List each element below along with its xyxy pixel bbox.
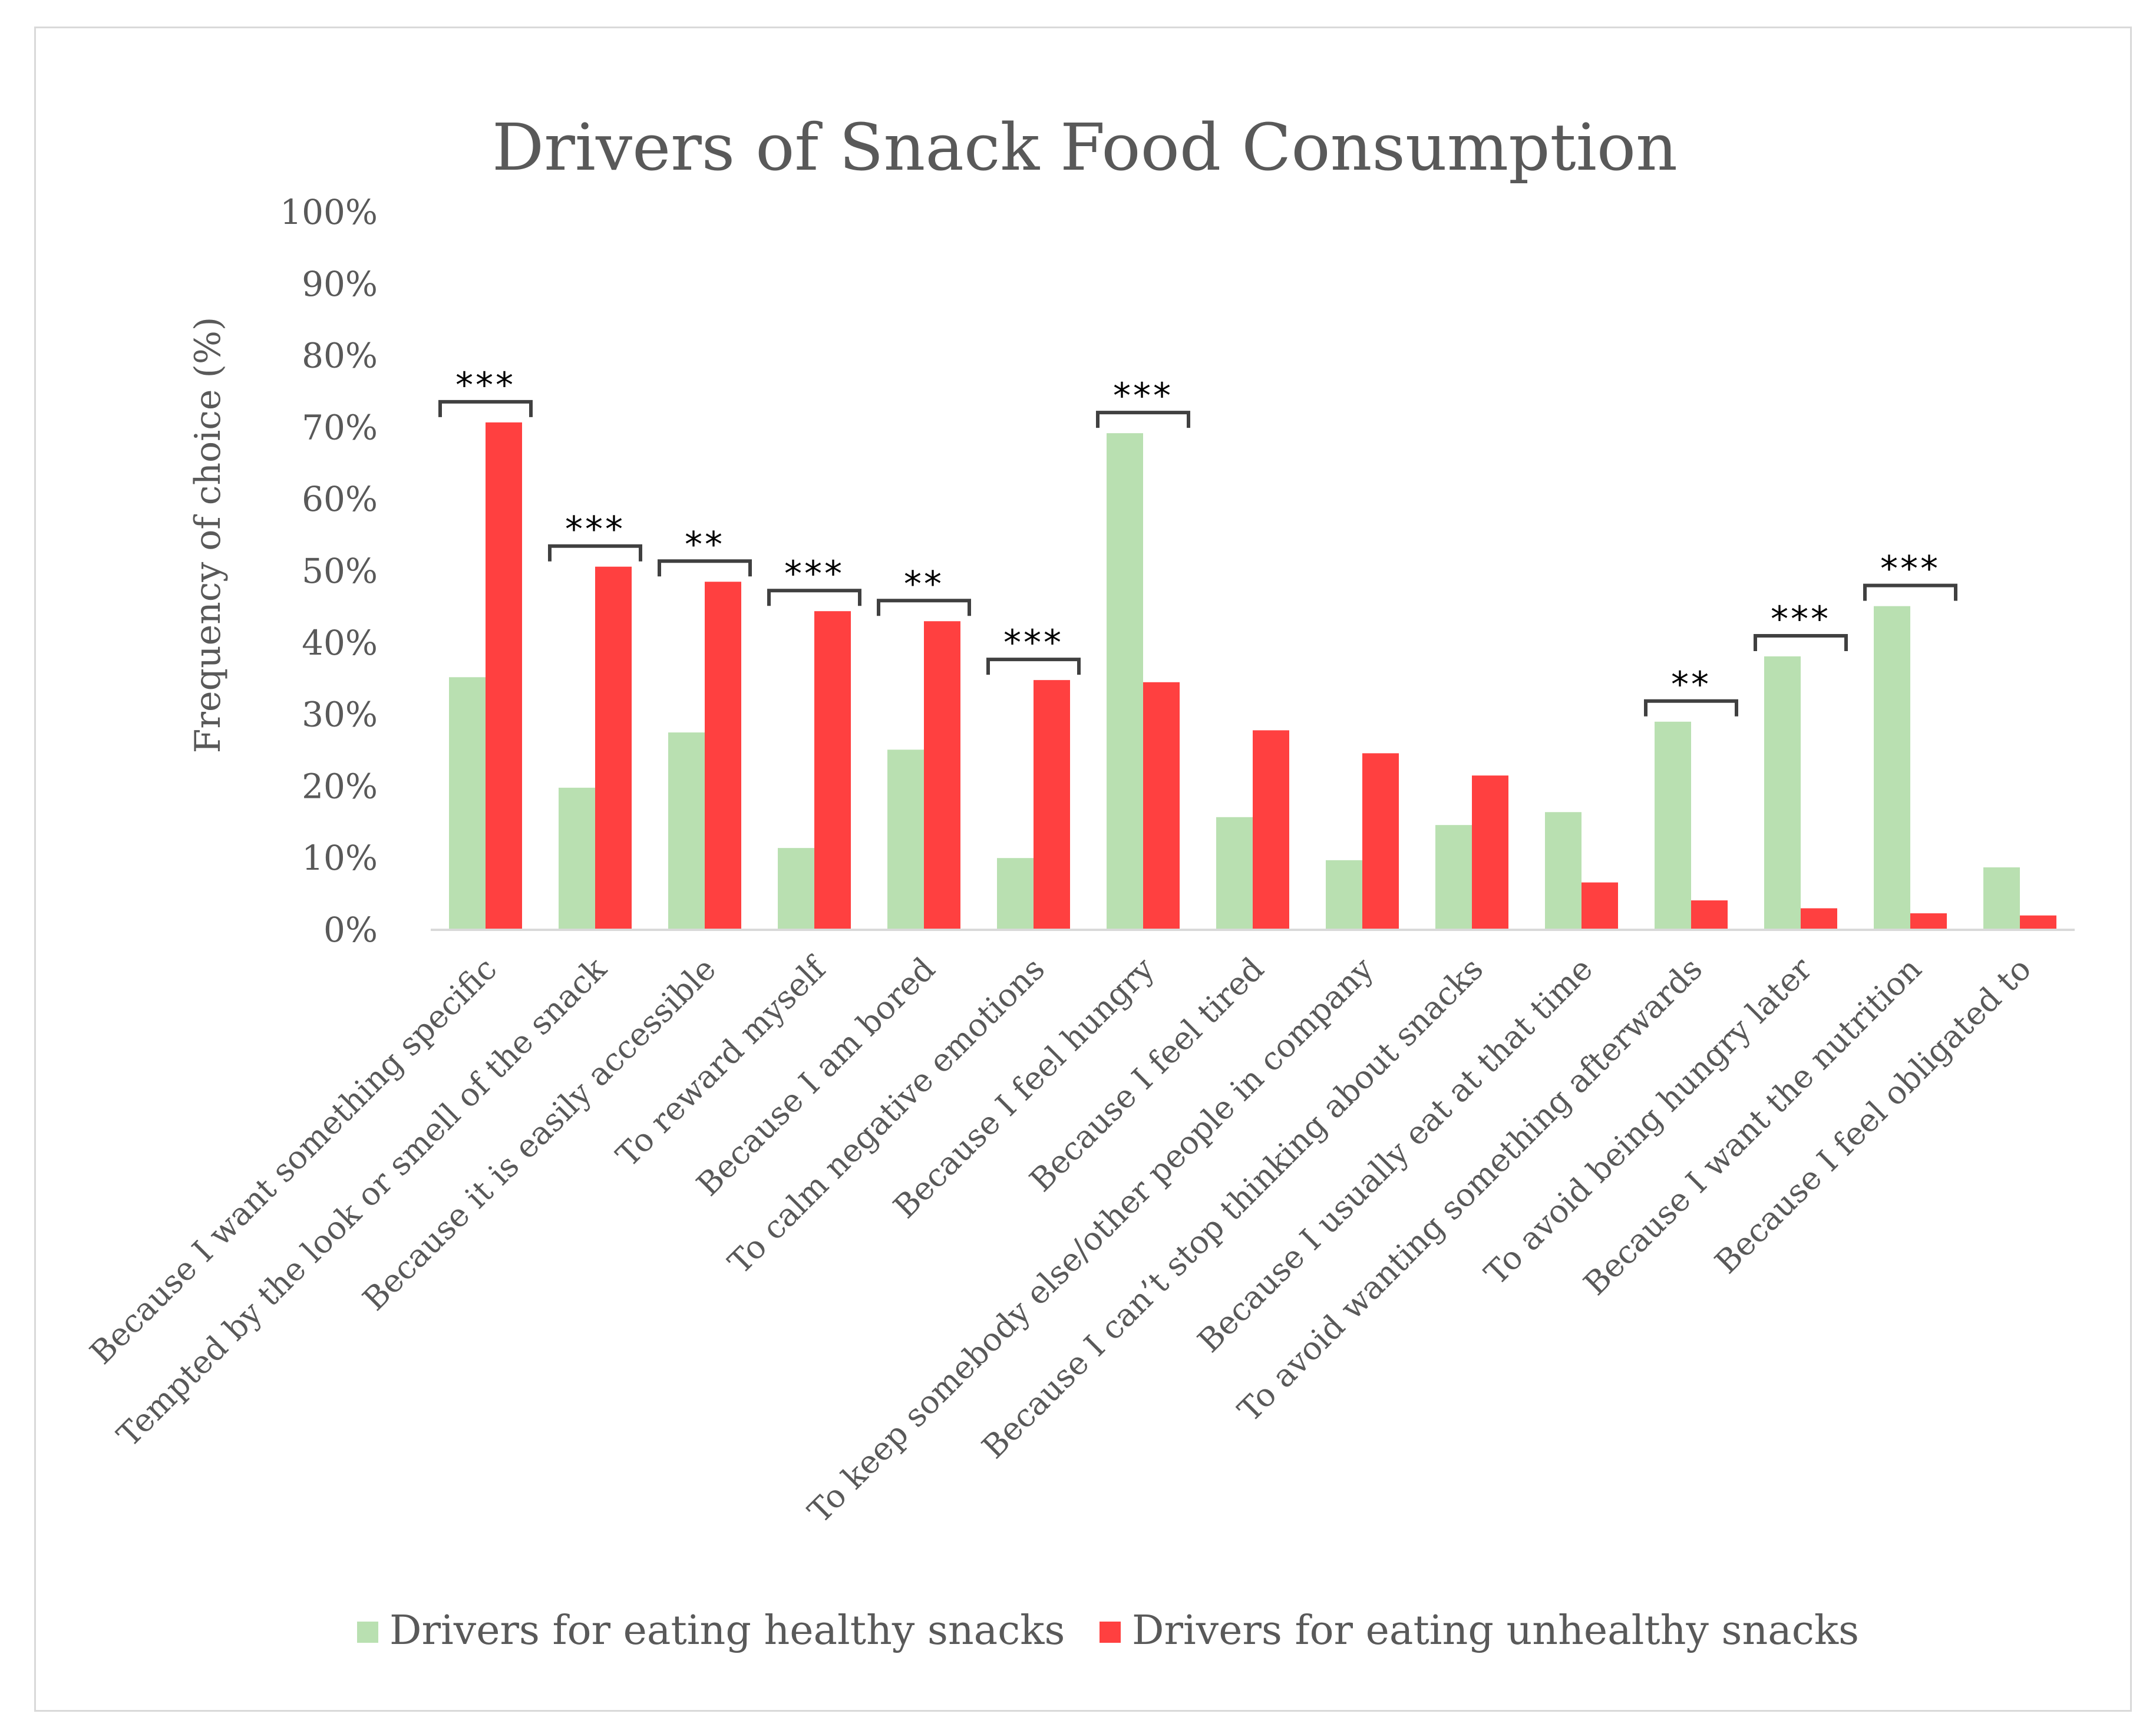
y-tick-label: 50% (302, 551, 378, 591)
significance-bracket (986, 658, 1081, 675)
significance-marker: *** (455, 365, 516, 406)
bar-healthy (778, 848, 814, 930)
bar-unhealthy (1801, 908, 1837, 930)
bar-unhealthy (2020, 915, 2056, 930)
significance-bracket (658, 559, 752, 577)
category-label: Tempted by the look or smell of the snac… (110, 950, 614, 1454)
chart-frame: Drivers of Snack Food Consumption Freque… (34, 27, 2132, 1712)
chart-title: Drivers of Snack Food Consumption (492, 110, 1678, 185)
category-label: Because I want something specific (82, 950, 504, 1372)
y-tick-label: 30% (302, 695, 378, 735)
bar-healthy (887, 750, 924, 930)
bar-unhealthy (1581, 882, 1618, 930)
category-labels: Because I want something specificTempted… (82, 949, 2038, 1530)
chart-svg: Drivers of Snack Food Consumption Freque… (82, 110, 2075, 1654)
bar-unhealthy (705, 582, 741, 930)
significance-bracket (1096, 411, 1190, 428)
significance-brackets: ****** ***** **************** (438, 365, 1957, 717)
y-tick-label: 10% (302, 838, 378, 878)
legend-label-healthy: Drivers for eating healthy snacks (389, 1607, 1065, 1654)
category-label: Because I can’t stop thinking about snac… (975, 950, 1490, 1466)
significance-marker: *** (565, 509, 625, 550)
significance-bracket (1754, 633, 1848, 651)
significance-marker: ** (904, 563, 944, 605)
category-label: To reward myself (609, 949, 834, 1174)
bar-healthy (1216, 817, 1253, 930)
y-tick-label: 60% (302, 479, 378, 519)
y-tick-label: 90% (302, 264, 378, 304)
significance-bracket (877, 599, 971, 616)
bar-healthy (1655, 721, 1691, 930)
significance-marker: *** (1003, 622, 1064, 663)
bar-healthy (1764, 656, 1801, 930)
category-label: Because I usually eat at that time (1190, 950, 1600, 1360)
bar-healthy (1435, 825, 1472, 930)
legend: Drivers for eating healthy snacks Driver… (357, 1607, 1859, 1654)
bar-unhealthy (924, 621, 960, 930)
bar-unhealthy (595, 566, 632, 930)
significance-bracket (1863, 583, 1957, 601)
significance-bracket (548, 544, 642, 562)
bars (449, 422, 2056, 930)
y-tick-label: 80% (302, 336, 378, 376)
bar-healthy (1874, 606, 1910, 930)
bar-unhealthy (1253, 730, 1289, 930)
significance-marker: *** (1771, 599, 1831, 640)
bar-healthy (449, 677, 486, 930)
y-tick-label: 40% (302, 623, 378, 663)
bar-unhealthy (1691, 900, 1728, 930)
significance-marker: *** (1113, 375, 1173, 417)
legend-swatch-healthy (357, 1622, 378, 1643)
legend-swatch-unhealthy (1100, 1622, 1121, 1643)
bar-healthy (1326, 860, 1362, 930)
bar-unhealthy (1143, 682, 1180, 930)
significance-bracket (1644, 699, 1738, 717)
bar-healthy (668, 732, 705, 930)
significance-marker: *** (784, 553, 844, 595)
y-tick-label: 70% (302, 407, 378, 447)
bar-unhealthy (1034, 680, 1070, 930)
bar-healthy (559, 787, 595, 930)
y-tick-label: 100% (280, 192, 378, 232)
y-tick-label: 20% (302, 766, 378, 806)
significance-marker: ** (685, 524, 725, 565)
bar-unhealthy (486, 422, 522, 930)
y-tick-label: 0% (323, 910, 378, 950)
bar-unhealthy (814, 611, 851, 930)
bar-healthy (1107, 433, 1143, 930)
significance-bracket (767, 589, 861, 606)
bar-healthy (997, 858, 1034, 930)
significance-bracket (438, 400, 533, 417)
y-axis-ticks: 0% 10% 20% 30% 40% 50% 60% 70% 80% 90% 100% (280, 192, 378, 950)
bar-unhealthy (1472, 775, 1508, 930)
significance-marker: ** (1671, 664, 1711, 705)
legend-label-unhealthy: Drivers for eating unhealthy snacks (1132, 1607, 1859, 1654)
y-axis-label: Frequency of choice (%) (187, 317, 229, 754)
significance-marker: *** (1880, 549, 1940, 590)
bar-unhealthy (1910, 913, 1947, 930)
bar-healthy (1545, 812, 1581, 930)
bar-unhealthy (1362, 753, 1399, 930)
bar-healthy (1983, 867, 2020, 930)
